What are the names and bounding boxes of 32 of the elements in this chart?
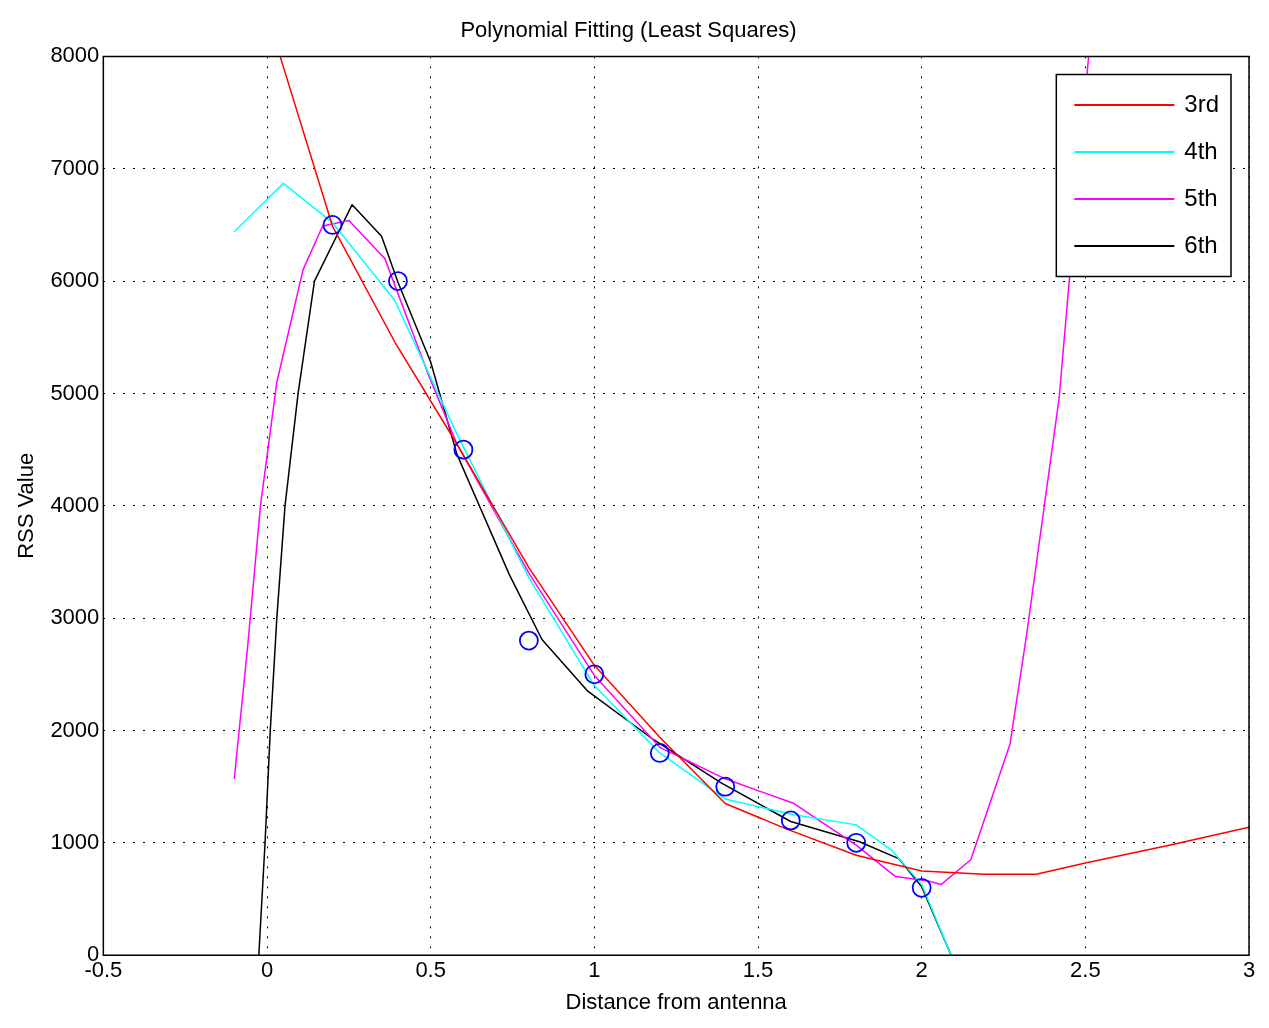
x-tick-label: 0	[260, 957, 274, 983]
point	[322, 215, 343, 235]
point	[388, 271, 408, 291]
legend-label: 6th	[1184, 230, 1218, 258]
x-tick-label: 1	[588, 957, 601, 983]
legend-label: 3rd	[1184, 89, 1219, 117]
point	[649, 743, 670, 763]
y-axis-title: RSS Value	[13, 452, 39, 559]
point	[584, 664, 605, 685]
y-tick-label: 2000	[50, 716, 100, 742]
legend-label: 5th	[1184, 183, 1218, 211]
point	[911, 877, 932, 898]
x-tick-label: 3	[1242, 957, 1256, 983]
point	[715, 776, 736, 797]
y-tick-label: 8000	[50, 42, 100, 68]
y-tick-label: 3000	[50, 604, 100, 630]
x-axis-title: Distance from antenna	[565, 988, 788, 1014]
y-tick-label: 7000	[50, 154, 100, 180]
point	[518, 630, 539, 651]
x-tick-label: 2	[915, 957, 928, 983]
x-tick-label: 0.5	[415, 957, 446, 983]
y-tick-label: 1000	[50, 828, 100, 854]
x-tick-label: 2.5	[1070, 957, 1101, 983]
point	[780, 810, 801, 831]
y-tick-label: 6000	[50, 267, 100, 293]
point	[846, 832, 867, 853]
legend-label: 4th	[1184, 136, 1218, 164]
y-tick-label: 5000	[50, 379, 100, 405]
point	[453, 439, 474, 460]
y-tick-label: 4000	[50, 491, 100, 517]
x-tick-label: 1.5	[742, 957, 774, 983]
chart-title: Polynomial Fitting (Least Squares)	[460, 17, 797, 43]
